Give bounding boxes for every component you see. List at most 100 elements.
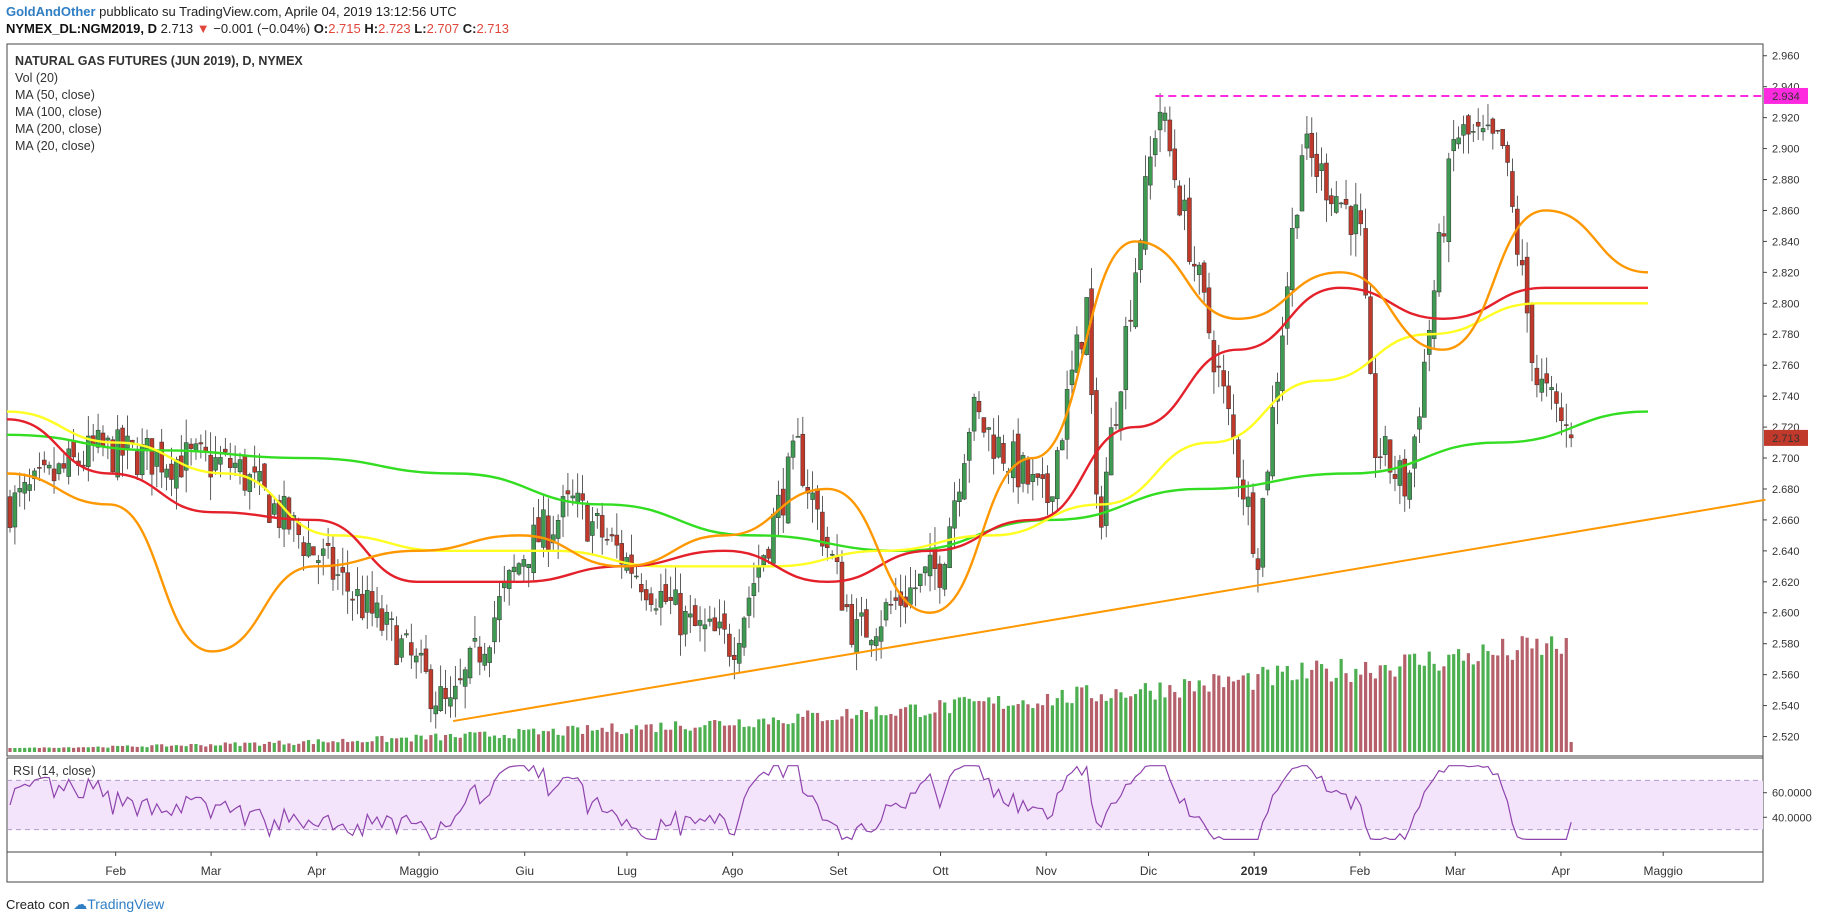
volume-bar (404, 737, 409, 752)
support-trendline[interactable] (452, 498, 1766, 723)
candle-body (1329, 195, 1334, 205)
legend-item-ma50[interactable]: MA (50, close) (15, 88, 95, 102)
volume-bar (302, 741, 306, 752)
volume-bar (732, 725, 736, 752)
candle-body (1157, 111, 1163, 131)
candle-body (526, 564, 532, 569)
candle-body (580, 493, 585, 501)
candle-body (506, 570, 512, 589)
x-tick-label: Nov (1036, 864, 1057, 878)
chart-legend: NATURAL GAS FUTURES (JUN 2019), D, NYMEX… (15, 53, 303, 155)
candle-body (1397, 460, 1403, 486)
tradingview-brand[interactable]: TradingView (87, 896, 165, 912)
candle-body (1490, 118, 1496, 134)
volume-bar (91, 747, 95, 752)
rsi-label[interactable]: RSI (14, close) (13, 764, 96, 778)
candle-body (957, 491, 962, 502)
candle-body (389, 618, 394, 620)
volume-bar (1452, 654, 1456, 752)
volume-bar (649, 724, 653, 752)
y-tick-label: 2.740 (1772, 391, 1800, 403)
candle-body (404, 633, 409, 636)
volume-bar (703, 725, 707, 752)
volume-bar (277, 740, 281, 752)
legend-item-ma200[interactable]: MA (200, close) (15, 122, 102, 136)
volume-bar (76, 747, 81, 752)
x-tick-label: Mar (201, 864, 222, 878)
candle-body (232, 462, 238, 468)
candle-body (42, 459, 47, 466)
candle-body (511, 566, 517, 572)
open-label: O: (313, 21, 329, 36)
candle-body (1343, 198, 1349, 205)
candle-body (1294, 214, 1300, 229)
candle-body (223, 448, 228, 453)
volume-bar (1099, 694, 1103, 752)
volume-bar (27, 747, 32, 752)
volume-bar (1437, 670, 1441, 752)
volume-bar (287, 743, 291, 752)
volume-bar (321, 741, 325, 752)
candle-body (1055, 450, 1060, 499)
candle-body (51, 468, 57, 482)
volume-bar (272, 742, 276, 752)
candle-body (947, 526, 952, 569)
candle-body (1236, 439, 1241, 478)
volume-bar (1349, 682, 1353, 752)
volume-bar (791, 723, 795, 752)
volume-bar (1549, 636, 1554, 752)
legend-title: NATURAL GAS FUTURES (JUN 2019), D, NYMEX (15, 54, 303, 68)
candle-body (1299, 155, 1305, 212)
candle-body (413, 655, 419, 663)
candle-body (345, 572, 350, 592)
candle-body (780, 488, 786, 516)
volume-bar (1329, 681, 1333, 752)
candle-body (663, 584, 669, 602)
volume-bar (737, 719, 741, 752)
volume-bar (747, 726, 751, 752)
high-label: H: (364, 21, 379, 36)
candle-body (316, 560, 321, 563)
candle-body (115, 429, 120, 478)
candle-body (71, 440, 76, 458)
candle-body (12, 492, 18, 528)
volume-bar (522, 729, 526, 752)
candle-body (727, 633, 732, 657)
legend-item-volume[interactable]: Vol (20) (15, 71, 59, 85)
volume-bar (419, 735, 423, 752)
candle-body (1172, 148, 1178, 181)
candle-body (1554, 391, 1559, 404)
volume-bar (845, 708, 849, 752)
volume-bar (160, 744, 164, 752)
legend-item-ma100[interactable]: MA (100, close) (15, 105, 102, 119)
candle-body (409, 642, 414, 656)
volume-bar (204, 746, 208, 752)
candle-body (1378, 456, 1383, 458)
legend-item-ma20[interactable]: MA (20, close) (15, 139, 95, 153)
candle-body (27, 484, 32, 491)
candle-body (785, 456, 791, 524)
x-tick-label: Maggio (1644, 864, 1684, 878)
ma200-line (6, 410, 1649, 553)
candle-body (61, 463, 67, 469)
volume-bar (42, 747, 46, 752)
candle-body (306, 542, 311, 557)
volume-bar (155, 744, 159, 752)
author-name[interactable]: GoldAndOther (6, 4, 96, 19)
y-tick-label: 2.880 (1772, 175, 1800, 187)
volume-bar (1564, 638, 1568, 752)
volume-bar (336, 742, 340, 752)
volume-bar (1094, 701, 1099, 752)
candle-body (1436, 232, 1442, 293)
candle-body (1059, 440, 1065, 451)
tradingview-logo-icon[interactable]: ☁ (73, 896, 88, 912)
candle-body (736, 643, 742, 664)
candle-body (213, 457, 218, 471)
candle-body (1475, 122, 1481, 127)
candle-body (1030, 474, 1036, 482)
volume-bar (1036, 703, 1040, 752)
volume-bar (1540, 654, 1544, 752)
volume-bar (713, 720, 717, 752)
candle-body (320, 548, 326, 556)
